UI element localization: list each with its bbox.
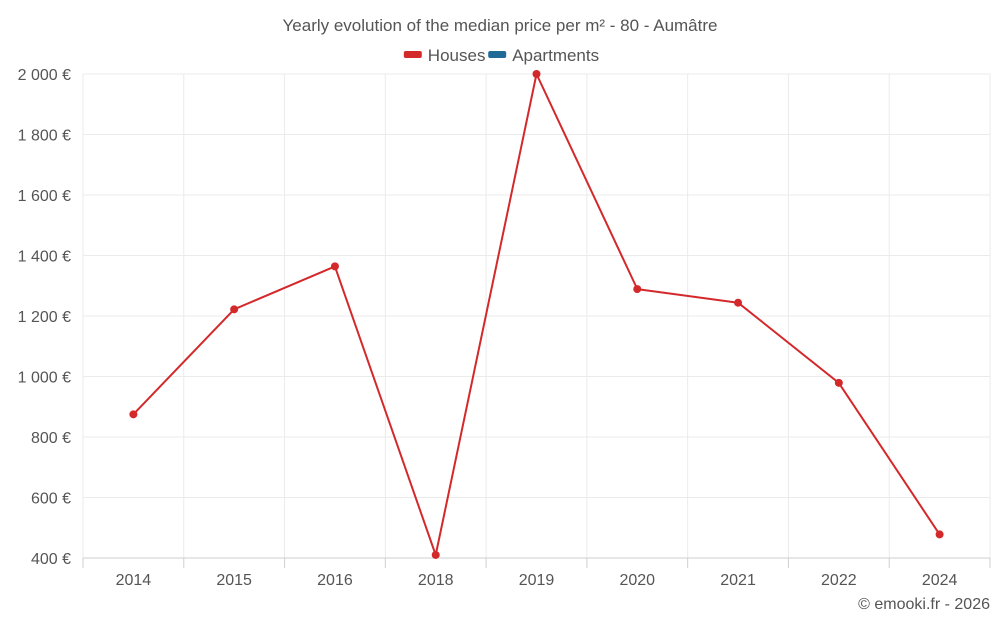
data-point[interactable] [330,262,339,271]
legend-label: Houses [428,46,486,65]
y-tick-label: 2 000 € [18,67,71,84]
y-tick-label: 1 600 € [18,188,71,205]
series-group [129,70,944,559]
x-tick-label: 2024 [922,572,958,589]
data-point[interactable] [431,550,440,559]
data-point[interactable] [734,298,743,307]
x-tick-label: 2018 [418,572,454,589]
data-point[interactable] [230,305,239,314]
data-point[interactable] [633,285,642,294]
x-tick-label: 2022 [821,572,857,589]
x-tick-label: 2020 [619,572,655,589]
y-tick-label: 1 200 € [18,309,71,326]
y-tick-label: 1 800 € [18,128,71,145]
legend-swatch [403,51,422,58]
y-gridlines [83,73,990,498]
data-point[interactable] [532,70,541,78]
series-line [132,73,941,556]
legend-label: Apartments [512,46,599,65]
x-tick-label: 2015 [216,572,252,589]
x-tick-label: 2019 [519,572,555,589]
y-tick-label: 1 400 € [18,249,71,266]
x-tick-label: 2016 [317,572,353,589]
credits-text: © emooki.fr - 2026 [858,596,990,613]
y-tick-label: 600 € [31,491,71,508]
legend-item-apartments[interactable]: Apartments [488,46,599,65]
y-tick-label: 400 € [31,551,71,568]
y-tick-label: 800 € [31,430,71,447]
data-point[interactable] [834,378,843,387]
series-houses [129,70,944,559]
x-tick-label: 2014 [116,572,152,589]
x-axis: 2014 2015 2016 2018 2019 2020 2021 2022 2024 [82,557,991,589]
legend: Houses Apartments [403,46,599,65]
legend-swatch [488,51,507,58]
x-tick-label: 2021 [720,572,756,589]
legend-item-houses[interactable]: Houses [403,46,486,65]
data-point[interactable] [129,410,138,419]
data-point[interactable] [935,530,944,539]
y-tick-label: 1 000 € [18,370,71,387]
y-axis: 400 € 600 € 800 € 1 000 € 1 200 € 1 400 € 1 60… [18,67,71,568]
chart-title: Yearly evolution of the median price per… [283,16,718,35]
